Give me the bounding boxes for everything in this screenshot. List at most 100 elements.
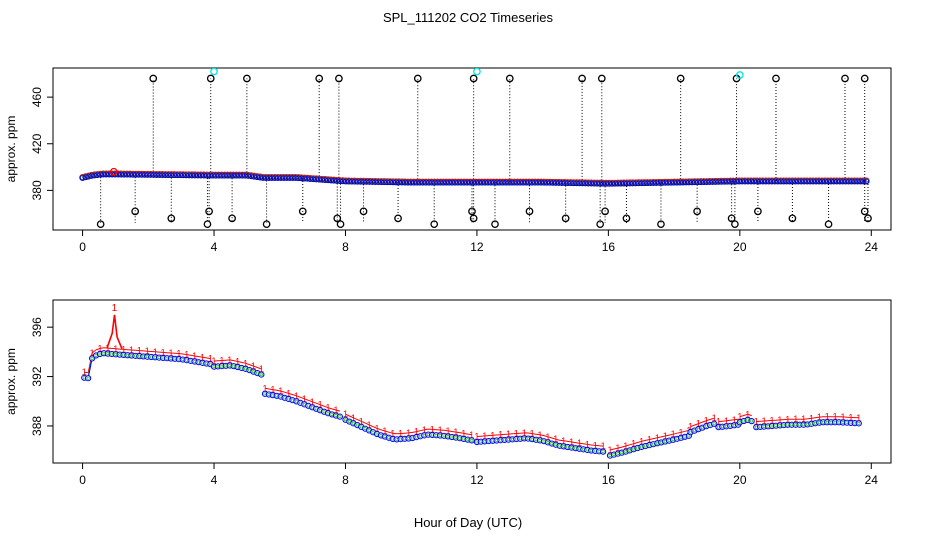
red-marker: 1 bbox=[105, 343, 110, 353]
spike-point bbox=[841, 74, 849, 83]
data-point bbox=[168, 172, 175, 178]
data-point bbox=[544, 179, 550, 186]
red-marker: 1 bbox=[569, 437, 574, 447]
green-point bbox=[295, 399, 299, 403]
red-marker: 1 bbox=[145, 346, 150, 356]
data-point bbox=[733, 178, 740, 185]
data-point bbox=[668, 179, 675, 186]
red-marker: 1 bbox=[530, 429, 535, 439]
green-point bbox=[314, 407, 318, 411]
green-point bbox=[363, 427, 367, 431]
red-marker: 1 bbox=[696, 419, 701, 429]
red-marker: 1 bbox=[310, 397, 315, 407]
spike-point bbox=[469, 214, 478, 223]
x-tick-label: 20 bbox=[733, 473, 747, 487]
data-point bbox=[242, 172, 249, 179]
red-series-line bbox=[264, 387, 341, 412]
data-point bbox=[863, 178, 870, 185]
green-point bbox=[750, 419, 754, 423]
data-point bbox=[836, 178, 843, 185]
red-marker: 1 bbox=[770, 415, 775, 425]
red-marker: 1 bbox=[294, 391, 299, 401]
data-point bbox=[138, 171, 145, 178]
data-point bbox=[629, 180, 636, 187]
data-point bbox=[523, 179, 530, 186]
red-marker: 1 bbox=[593, 440, 598, 450]
data-point bbox=[585, 180, 592, 187]
spike-point bbox=[315, 74, 324, 83]
red-marker: 1 bbox=[833, 412, 838, 422]
blue-point bbox=[600, 448, 607, 455]
red-marker: 1 bbox=[333, 405, 338, 415]
spike-point bbox=[335, 74, 343, 83]
red-marker: 1 bbox=[359, 416, 364, 426]
data-point bbox=[617, 180, 624, 187]
data-point bbox=[295, 175, 302, 181]
red-marker: 1 bbox=[398, 429, 403, 439]
spike-point bbox=[491, 220, 499, 229]
red-marker: 1 bbox=[817, 412, 822, 422]
red-marker: 1 bbox=[302, 394, 307, 404]
data-point bbox=[203, 172, 210, 179]
data-point bbox=[319, 176, 326, 183]
spike-point bbox=[203, 220, 212, 229]
y-tick-label: 392 bbox=[30, 366, 44, 386]
data-point bbox=[842, 178, 849, 185]
data-point bbox=[274, 175, 281, 181]
data-point bbox=[189, 172, 195, 179]
data-point bbox=[573, 180, 580, 187]
blue-point bbox=[855, 420, 862, 427]
red-marker: 1 bbox=[438, 425, 443, 435]
red-marker: 1 bbox=[671, 429, 676, 439]
data-point bbox=[162, 172, 169, 178]
data-point bbox=[508, 179, 515, 186]
spike-point bbox=[149, 74, 158, 83]
red-marker: 1 bbox=[809, 413, 814, 423]
data-point bbox=[792, 178, 799, 185]
data-point bbox=[827, 178, 834, 185]
green-point bbox=[298, 401, 302, 405]
red-marker: 1 bbox=[192, 351, 197, 361]
red-marker: 1 bbox=[212, 356, 217, 366]
red-marker: 1 bbox=[235, 357, 240, 367]
red-marker: 1 bbox=[712, 413, 717, 423]
data-point bbox=[712, 178, 719, 185]
green-point bbox=[367, 428, 371, 432]
data-point bbox=[552, 179, 559, 186]
data-point bbox=[399, 179, 405, 186]
data-point bbox=[813, 178, 819, 185]
data-point bbox=[709, 178, 716, 185]
blue-point bbox=[711, 420, 718, 427]
red-marker: 1 bbox=[585, 439, 590, 449]
data-point bbox=[653, 179, 660, 186]
red-marker: 1 bbox=[538, 430, 543, 440]
data-point bbox=[774, 178, 781, 185]
data-point bbox=[680, 179, 686, 186]
green-point bbox=[689, 430, 693, 434]
spike-point bbox=[469, 74, 478, 83]
red-marker: 1 bbox=[430, 424, 435, 434]
data-point bbox=[257, 174, 263, 181]
data-point bbox=[493, 179, 500, 186]
data-point bbox=[470, 179, 476, 186]
data-point bbox=[851, 178, 858, 185]
plot-frame bbox=[52, 67, 892, 231]
spike-point bbox=[860, 74, 869, 83]
data-point bbox=[641, 180, 648, 186]
red-marker: 1 bbox=[655, 433, 660, 443]
data-point bbox=[532, 179, 538, 186]
data-point bbox=[118, 171, 124, 178]
data-point bbox=[754, 178, 760, 185]
data-point bbox=[100, 171, 107, 178]
data-point bbox=[703, 179, 710, 185]
x-tick-label: 0 bbox=[79, 240, 86, 254]
data-point bbox=[384, 179, 391, 186]
red-marker: 1 bbox=[688, 422, 693, 432]
data-point bbox=[396, 179, 402, 186]
data-point bbox=[496, 179, 503, 186]
spike-point bbox=[359, 207, 368, 216]
data-point bbox=[546, 179, 553, 186]
red-marker: 1 bbox=[461, 428, 466, 438]
data-point bbox=[360, 178, 367, 185]
